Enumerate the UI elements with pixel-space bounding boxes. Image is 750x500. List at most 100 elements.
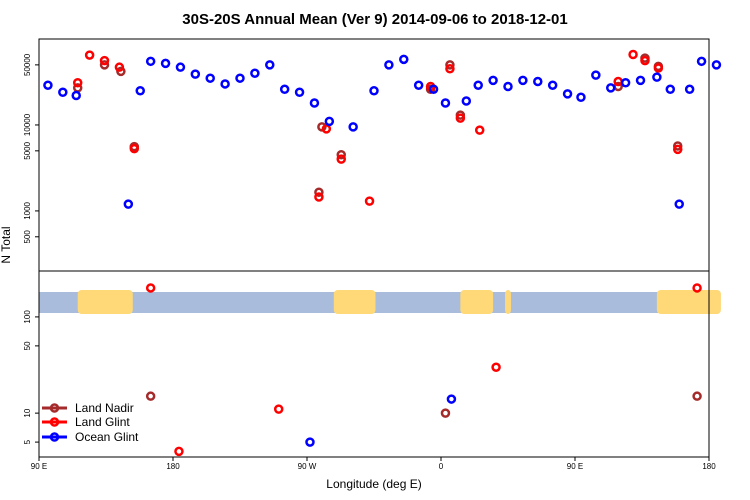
ocean-glint-point bbox=[696, 56, 707, 67]
land-glint-point bbox=[653, 63, 664, 73]
x-tick-label: 180 bbox=[166, 462, 180, 471]
land-glint-point bbox=[321, 124, 332, 134]
ocean-glint-point bbox=[665, 84, 676, 95]
upper-y-tick-label: 5000 bbox=[23, 141, 32, 159]
land-band bbox=[460, 290, 494, 314]
land-glint-point bbox=[455, 113, 466, 123]
ocean-glint-point bbox=[711, 60, 722, 70]
land-band bbox=[656, 290, 721, 314]
land-nadir-point bbox=[692, 391, 702, 401]
upper-y-tick-label: 500 bbox=[23, 230, 32, 244]
land-glint-point bbox=[314, 192, 324, 202]
legend-marker-ocean-glint bbox=[49, 432, 60, 442]
ocean-glint-point bbox=[190, 69, 201, 79]
x-axis-label: Longitude (deg E) bbox=[326, 477, 421, 491]
ocean-glint-point bbox=[250, 68, 260, 78]
land-nadir-point bbox=[440, 408, 451, 418]
x-tick-label: 0 bbox=[439, 462, 444, 471]
ocean-glint-point bbox=[576, 92, 586, 103]
ocean-glint-point bbox=[348, 122, 358, 132]
ocean-glint-point bbox=[305, 437, 315, 447]
chart-title: 30S-20S Annual Mean (Ver 9) 2014-09-06 t… bbox=[182, 11, 567, 28]
x-tick-label: 180 bbox=[702, 462, 716, 471]
lower-y-tick-label: 100 bbox=[23, 310, 32, 324]
ocean-glint-point bbox=[684, 84, 695, 95]
land-glint-point bbox=[72, 77, 83, 88]
land-glint-point bbox=[145, 283, 156, 293]
ocean-glint-point bbox=[503, 81, 513, 92]
ocean-glint-point bbox=[518, 75, 528, 86]
upper-y-tick-label: 1000 bbox=[23, 201, 32, 219]
data-points bbox=[43, 49, 722, 457]
ocean-glint-point bbox=[384, 60, 394, 70]
ocean-glint-point bbox=[620, 77, 631, 88]
ocean-glint-point bbox=[265, 60, 275, 70]
ocean-glint-point bbox=[294, 87, 305, 98]
land-glint-point bbox=[640, 55, 650, 66]
lower-y-tick-label: 5 bbox=[23, 439, 32, 444]
land-band bbox=[333, 290, 376, 314]
upper-y-axis: 500 1000 5000 10000 50000 bbox=[23, 53, 39, 243]
ocean-glint-point bbox=[674, 199, 684, 209]
land-glint-point bbox=[129, 143, 140, 154]
land-nadir-point bbox=[99, 60, 110, 70]
land-glint-point bbox=[692, 283, 702, 293]
legend-marker-land-nadir bbox=[49, 403, 60, 413]
x-tick-label: 90 E bbox=[31, 462, 47, 471]
legend-label-land-nadir: Land Nadir bbox=[75, 401, 134, 415]
ocean-glint-point bbox=[488, 75, 498, 86]
land-glint-point bbox=[114, 62, 125, 72]
land-nadir-point bbox=[314, 187, 324, 197]
ocean-glint-point bbox=[145, 56, 156, 67]
land-glint-point bbox=[628, 49, 638, 60]
upper-y-tick-label: 10000 bbox=[23, 113, 32, 136]
ocean-glint-point bbox=[446, 394, 457, 404]
ocean-glint-point bbox=[533, 76, 543, 87]
lower-y-axis: 5 10 50 100 bbox=[23, 310, 39, 444]
legend-label-land-glint: Land Glint bbox=[75, 415, 130, 429]
legend: Land Nadir Land Glint Ocean Glint bbox=[42, 401, 139, 444]
ocean-glint-point bbox=[428, 84, 439, 95]
lower-panel-frame bbox=[38, 270, 710, 458]
land-glint-point bbox=[99, 55, 110, 66]
y-axis-label: N Total bbox=[0, 226, 13, 263]
ocean-glint-point bbox=[440, 98, 451, 108]
ocean-glint-point bbox=[175, 62, 186, 72]
ocean-glint-point bbox=[399, 54, 409, 65]
ocean-glint-point bbox=[160, 58, 171, 69]
land-glint-point bbox=[174, 446, 184, 457]
ocean-glint-point bbox=[205, 73, 215, 83]
ocean-glint-point bbox=[58, 87, 68, 98]
land-nadir-point bbox=[336, 150, 346, 160]
ocean-glint-point bbox=[473, 80, 483, 90]
land-nadir-point bbox=[145, 391, 156, 401]
land-glint-point bbox=[273, 404, 284, 414]
land-mask-bands bbox=[77, 290, 721, 314]
ocean-glint-point bbox=[562, 89, 573, 99]
land-glint-point bbox=[613, 76, 623, 87]
land-band bbox=[505, 290, 511, 314]
ocean-glint-point bbox=[71, 90, 81, 101]
land-glint-point bbox=[84, 50, 95, 60]
ocean-glint-point bbox=[605, 83, 616, 93]
ocean-glint-point bbox=[652, 72, 662, 82]
land-band bbox=[77, 290, 133, 314]
ocean-glint-point bbox=[413, 80, 424, 90]
land-glint-point bbox=[364, 196, 375, 206]
land-nadir-point bbox=[445, 60, 455, 70]
legend-label-ocean-glint: Ocean Glint bbox=[75, 430, 139, 444]
ocean-glint-point bbox=[461, 96, 472, 106]
land-glint-point bbox=[445, 64, 455, 74]
ocean-glint-point bbox=[220, 79, 230, 89]
x-axis: 90 E 180 90 W 0 90 E 180 bbox=[31, 457, 716, 471]
ocean-glint-point bbox=[135, 86, 145, 96]
ocean-glint-point bbox=[635, 75, 646, 86]
ocean-glint-point bbox=[309, 98, 320, 108]
ocean-glint-point bbox=[547, 80, 558, 90]
ocean-glint-point bbox=[235, 73, 245, 83]
land-glint-point bbox=[474, 125, 485, 135]
upper-y-tick-label: 50000 bbox=[23, 53, 32, 76]
lower-y-tick-label: 50 bbox=[23, 341, 32, 350]
land-nadir-point bbox=[672, 141, 683, 151]
land-glint-point bbox=[672, 144, 683, 155]
